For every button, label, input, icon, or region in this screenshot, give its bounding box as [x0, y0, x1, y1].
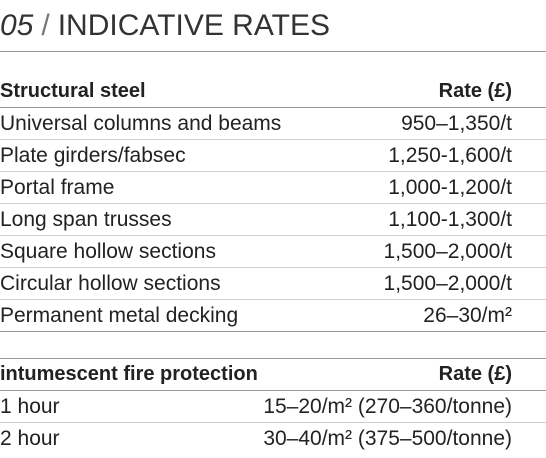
item-cell: 1 hour	[0, 395, 60, 418]
header-cell: Rate (£)	[438, 363, 512, 385]
table-row: Universal columns and beams 950–1,350/t	[0, 108, 546, 140]
table-row: Circular hollow sections 1,500–2,000/t	[0, 268, 546, 300]
header-cell: Rate (£)	[438, 80, 512, 102]
rate-cell: 30–40/m² (375–500/tonne)	[263, 427, 512, 450]
rate-cell: 26–30/m²	[423, 304, 512, 327]
item-cell: Plate girders/fabsec	[0, 144, 186, 167]
item-cell: Circular hollow sections	[0, 272, 221, 295]
rate-cell: 1,500–2,000/t	[383, 240, 512, 263]
table-row: Plate girders/fabsec 1,250-1,600/t	[0, 140, 546, 172]
item-cell: 2 hour	[0, 427, 60, 450]
table-header: Structural steel Rate (£)	[0, 76, 546, 108]
table-row: Permanent metal decking 26–30/m²	[0, 300, 546, 331]
table-row: Long span trusses 1,100-1,300/t	[0, 204, 546, 236]
item-cell: Portal frame	[0, 176, 115, 199]
header: 05 / INDICATIVE RATES	[0, 0, 546, 52]
header-cell: intumescent fire protection	[0, 363, 258, 385]
header-cell: Structural steel	[0, 80, 146, 102]
rate-cell: 1,500–2,000/t	[383, 272, 512, 295]
item-cell: Permanent metal decking	[0, 304, 239, 327]
table-header: intumescent fire protection Rate (£)	[0, 359, 546, 391]
item-cell: Long span trusses	[0, 208, 172, 231]
separator: /	[41, 8, 50, 42]
item-cell: Universal columns and beams	[0, 112, 282, 135]
table-row: Square hollow sections 1,500–2,000/t	[0, 236, 546, 268]
rate-cell: 950–1,350/t	[401, 112, 512, 135]
tables: Structural steel Rate (£) Universal column…	[0, 76, 546, 454]
title: INDICATIVE RATES	[57, 8, 330, 42]
item-cell: Square hollow sections	[0, 240, 216, 263]
rate-cell: 1,250-1,600/t	[388, 144, 512, 167]
table-row: Portal frame 1,000-1,200/t	[0, 172, 546, 204]
rate-cell: 15–20/m² (270–360/tonne)	[263, 395, 512, 418]
rate-table: intumescent fire protection Rate (£) 1 hou…	[0, 358, 546, 454]
table-row: 2 hour 30–40/m² (375–500/tonne)	[0, 423, 546, 454]
rate-cell: 1,100-1,300/t	[388, 208, 512, 231]
rate-table: Structural steel Rate (£) Universal column…	[0, 76, 546, 332]
rate-cell: 1,000-1,200/t	[388, 176, 512, 199]
section-number: 05	[0, 8, 34, 42]
table-row: 1 hour 15–20/m² (270–360/tonne)	[0, 391, 546, 423]
